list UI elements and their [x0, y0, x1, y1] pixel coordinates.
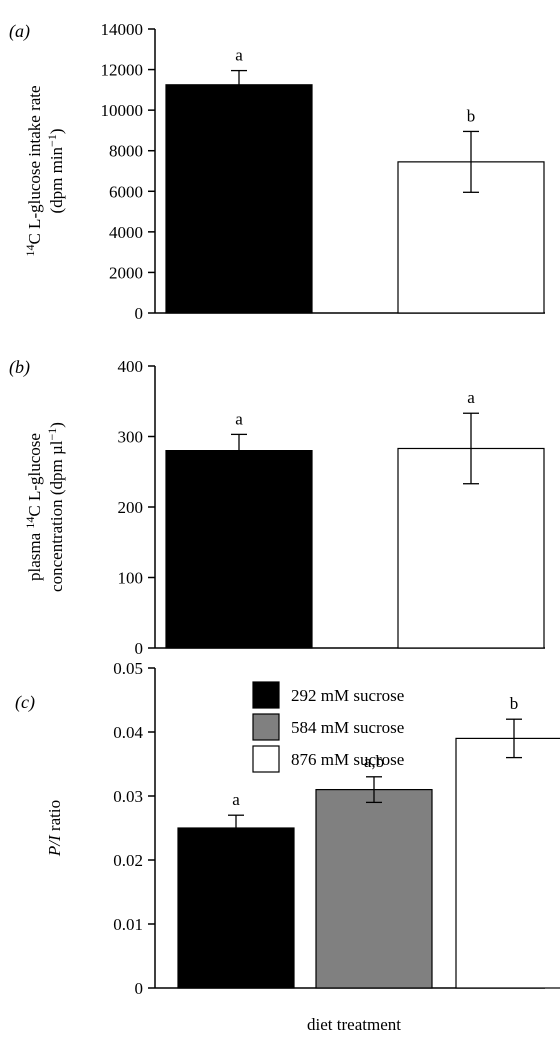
- bar-1: [165, 84, 313, 314]
- y-tick-label: 8000: [109, 142, 143, 161]
- y-tick-label: 0.03: [113, 787, 143, 806]
- significance-letter: a,b: [364, 752, 384, 771]
- legend-swatch: [252, 745, 280, 773]
- y-tick-label: 0: [135, 304, 144, 323]
- y-tick-label: 0: [135, 639, 144, 658]
- legend-swatch: [252, 713, 280, 741]
- y-tick-label: 2000: [109, 263, 143, 282]
- y-axis-label: concentration (dpm µl−1): [45, 422, 66, 592]
- y-tick-label: 4000: [109, 223, 143, 242]
- y-tick-label: 10000: [101, 101, 144, 120]
- y-tick-label: 400: [118, 357, 144, 376]
- significance-letter: a: [235, 46, 243, 65]
- y-tick-label: 300: [118, 428, 144, 447]
- panel-label: (b): [9, 357, 30, 378]
- significance-letter: a: [232, 790, 240, 809]
- y-tick-label: 100: [118, 569, 144, 588]
- y-tick-label: 200: [118, 498, 144, 517]
- y-tick-label: 0.01: [113, 915, 143, 934]
- y-axis-label: plasma 14C L-glucose: [23, 433, 44, 581]
- chart-panel-1: (a) 0 2000 4000 6000 8000 10000 12000 14000 a b 14C…: [9, 20, 545, 323]
- y-tick-label: 12000: [101, 61, 144, 80]
- legend-label: 876 mM sucrose: [291, 750, 404, 769]
- y-axis-label: 14C L-glucose intake rate: [23, 85, 44, 256]
- significance-letter: a: [235, 409, 243, 428]
- legend: 292 mM sucrose 584 mM sucrose 876 mM sucro…: [252, 681, 404, 773]
- chart-panel-2: (b) 0 100 200 300 400 a a plasma 14C L-glucose co…: [9, 357, 545, 658]
- y-tick-label: 0.02: [113, 851, 143, 870]
- legend-swatch: [252, 681, 280, 709]
- panel-label: (c): [15, 692, 35, 713]
- bar-3: [455, 737, 560, 989]
- y-tick-label: 0.05: [113, 659, 143, 678]
- significance-letter: a: [467, 388, 475, 407]
- y-axis-label: P/I ratio: [45, 800, 64, 857]
- y-tick-label: 6000: [109, 182, 143, 201]
- y-axis-label: (dpm min−1): [45, 128, 66, 213]
- legend-label: 584 mM sucrose: [291, 718, 404, 737]
- significance-letter: b: [510, 694, 519, 713]
- x-axis-label: diet treatment: [307, 1015, 401, 1034]
- panel-label: (a): [9, 21, 30, 42]
- y-tick-label: 0: [135, 979, 144, 998]
- chart-panel-3: (c) 0 0.01 0.02 0.03 0.04 0.05 a a,b b P/I ratio di…: [15, 659, 560, 1034]
- significance-letter: b: [467, 106, 476, 125]
- y-tick-label: 14000: [101, 20, 144, 39]
- y-tick-label: 0.04: [113, 723, 143, 742]
- bar-2: [315, 788, 433, 989]
- legend-label: 292 mM sucrose: [291, 686, 404, 705]
- bar-1: [165, 450, 313, 649]
- bar-1: [177, 827, 295, 989]
